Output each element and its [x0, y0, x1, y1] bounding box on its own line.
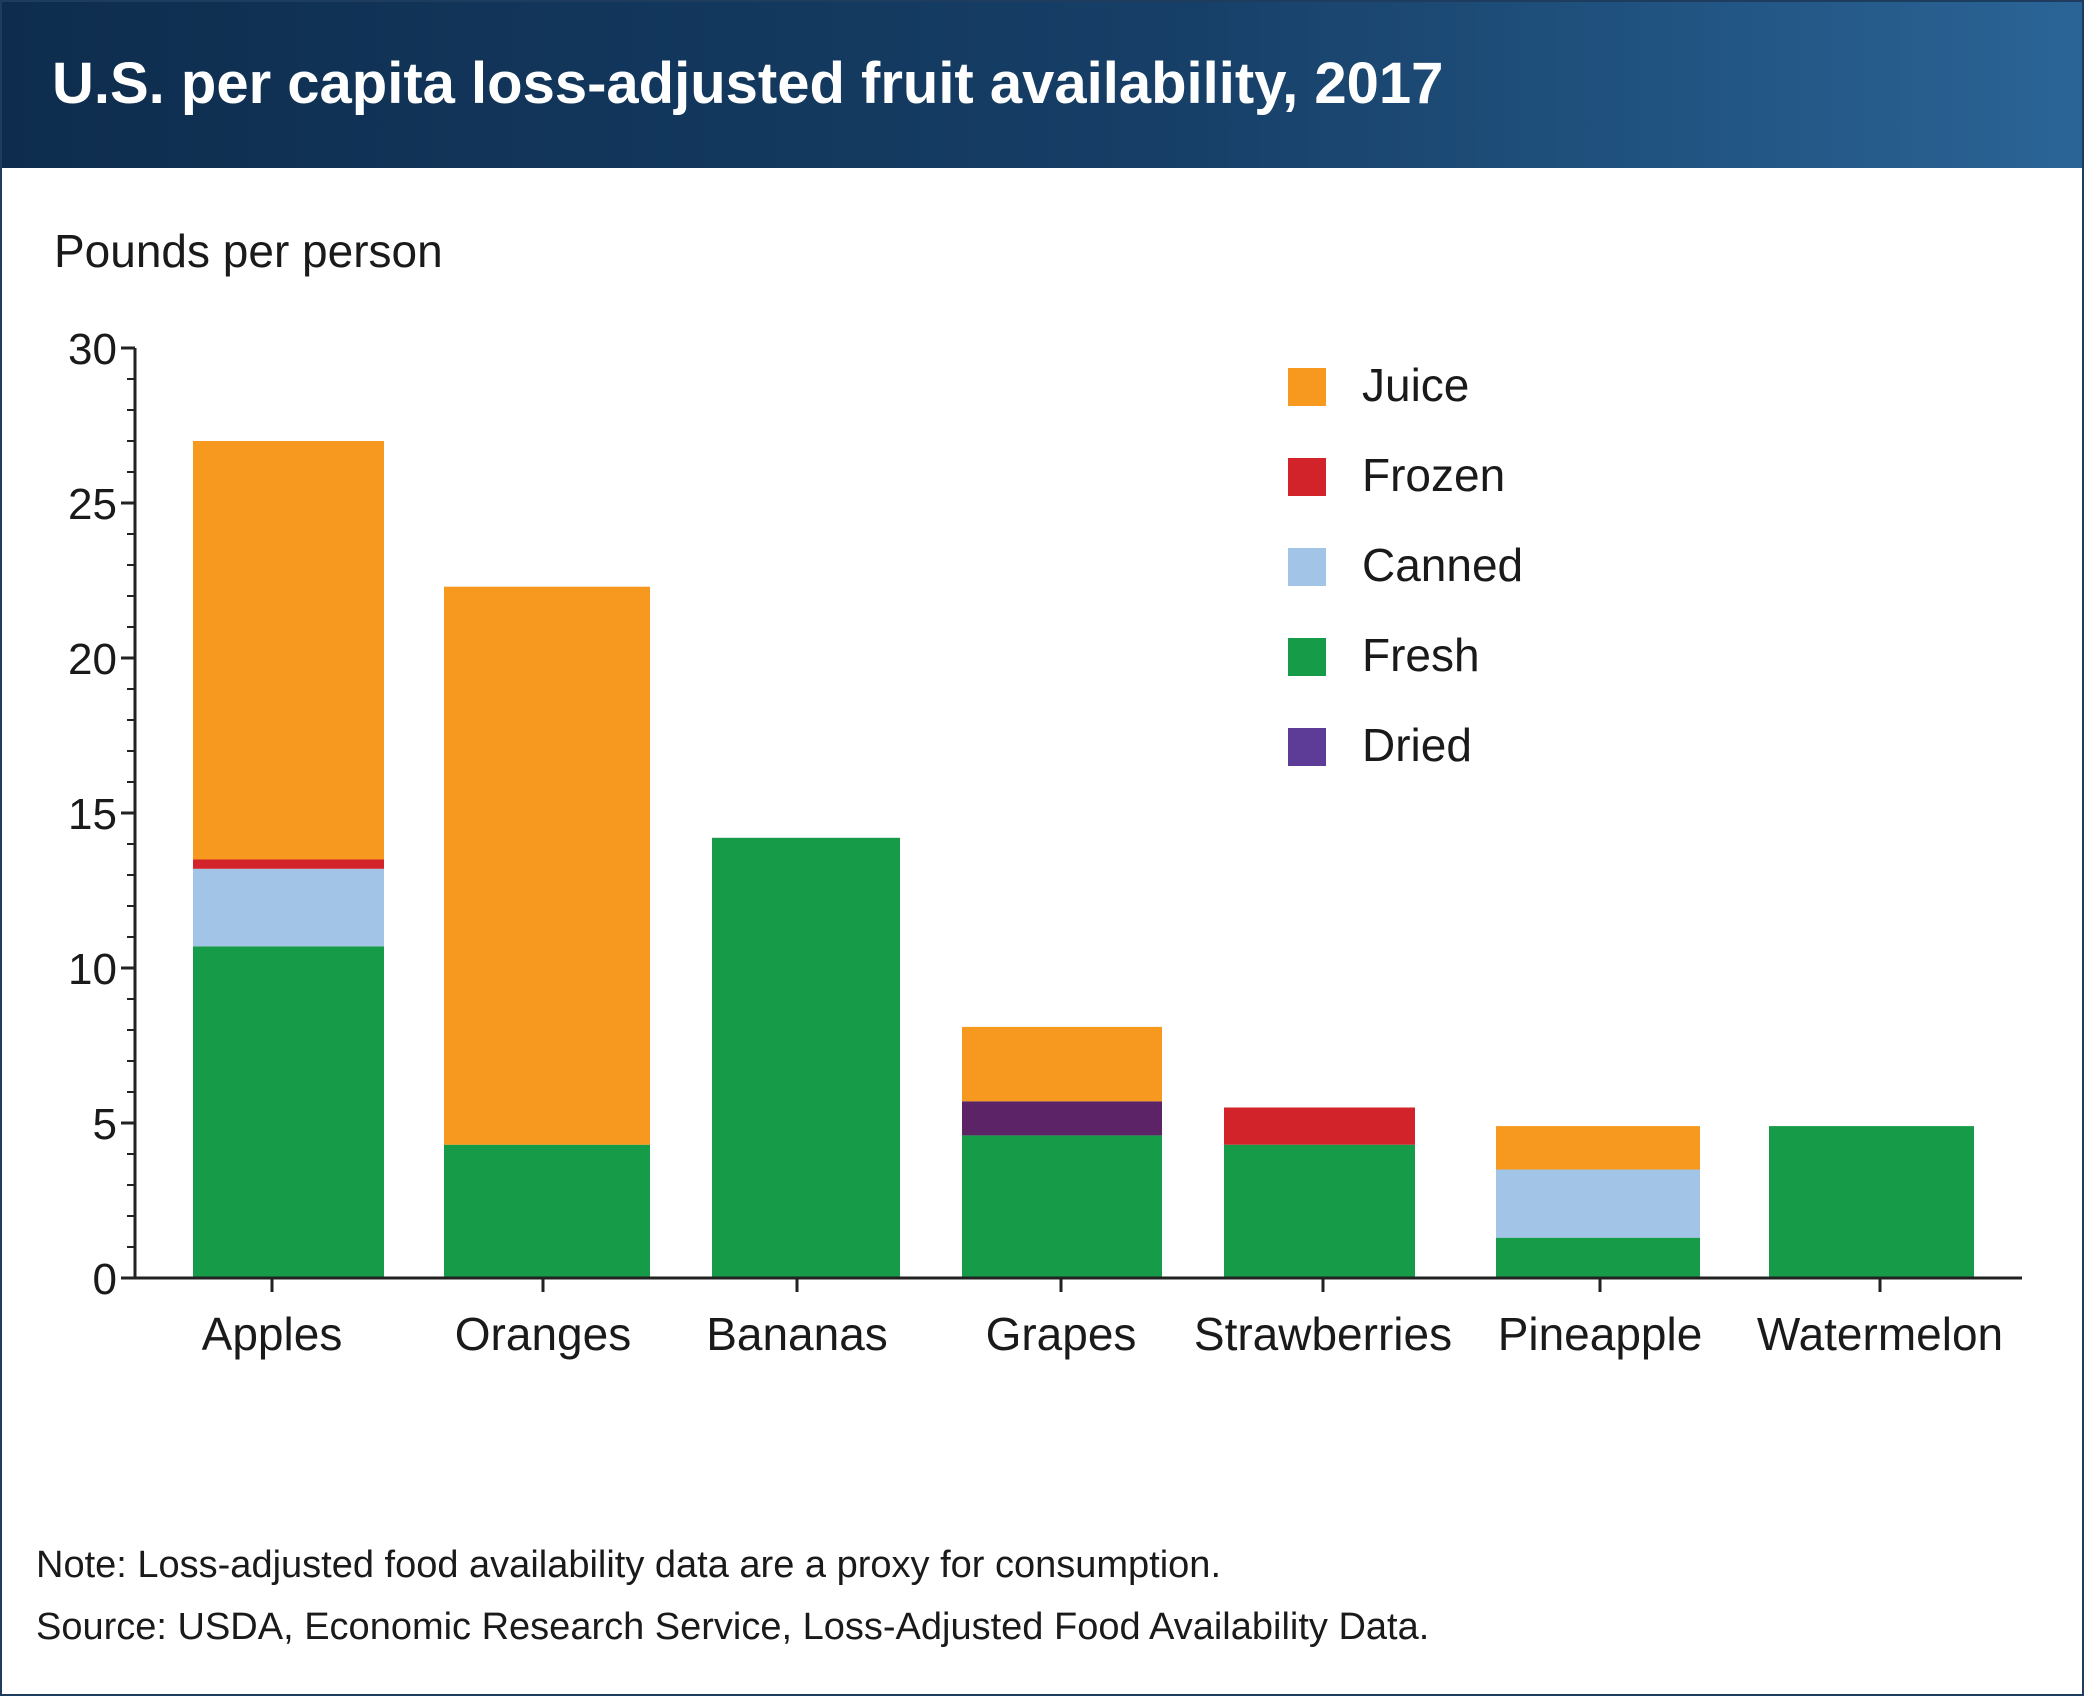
y-tick-label: 10 [68, 945, 117, 994]
legend-label-dried: Dried [1362, 719, 1472, 771]
bar-oranges-fresh [444, 1144, 650, 1278]
y-tick-label: 15 [68, 790, 117, 839]
legend-swatch-fresh [1288, 638, 1326, 676]
x-tick-label-pineapple: Pineapple [1498, 1308, 1703, 1360]
legend-label-juice: Juice [1362, 359, 1469, 411]
bar-strawberries-frozen [1224, 1107, 1415, 1145]
legend-label-canned: Canned [1362, 539, 1523, 591]
chart-title: U.S. per capita loss-adjusted fruit avai… [52, 51, 1444, 116]
y-tick-label: 30 [68, 325, 117, 374]
legend-swatch-canned [1288, 548, 1326, 586]
bar-watermelon-fresh [1769, 1126, 1974, 1278]
y-axis-label: Pounds per person [54, 225, 443, 277]
legend-swatch-frozen [1288, 458, 1326, 496]
x-tick-label-oranges: Oranges [455, 1308, 631, 1360]
bar-strawberries-fresh [1224, 1144, 1415, 1278]
bar-grapes-dried [962, 1101, 1162, 1136]
x-tick-label-bananas: Bananas [706, 1308, 888, 1360]
x-tick-label-strawberries: Strawberries [1194, 1308, 1452, 1360]
chart-note: Note: Loss-adjusted food availability da… [36, 1544, 1221, 1586]
x-tick-label-watermelon: Watermelon [1757, 1308, 2003, 1360]
bar-oranges-juice [444, 586, 650, 1145]
bar-bananas-fresh [712, 837, 900, 1278]
x-tick-label-apples: Apples [202, 1308, 343, 1360]
bar-grapes-fresh [962, 1135, 1162, 1278]
legend-swatch-juice [1288, 368, 1326, 406]
bar-pineapple-fresh [1496, 1237, 1700, 1278]
legend-label-fresh: Fresh [1362, 629, 1480, 681]
y-tick-label: 25 [68, 480, 117, 529]
bar-apples-frozen [193, 859, 384, 869]
bar-pineapple-juice [1496, 1126, 1700, 1170]
bar-pineapple-canned [1496, 1169, 1700, 1238]
bar-apples-fresh [193, 946, 384, 1278]
bar-grapes-juice [962, 1026, 1162, 1102]
y-tick-label: 5 [93, 1100, 117, 1149]
chart-source: Source: USDA, Economic Research Service,… [36, 1606, 1430, 1648]
x-tick-label-grapes: Grapes [986, 1308, 1137, 1360]
y-tick-label: 20 [68, 635, 117, 684]
legend-swatch-dried [1288, 728, 1326, 766]
title-bar: U.S. per capita loss-adjusted fruit avai… [2, 2, 2082, 168]
legend-label-frozen: Frozen [1362, 449, 1505, 501]
bar-apples-juice [193, 441, 384, 860]
y-tick-label: 0 [93, 1255, 117, 1304]
bar-apples-canned [193, 868, 384, 947]
